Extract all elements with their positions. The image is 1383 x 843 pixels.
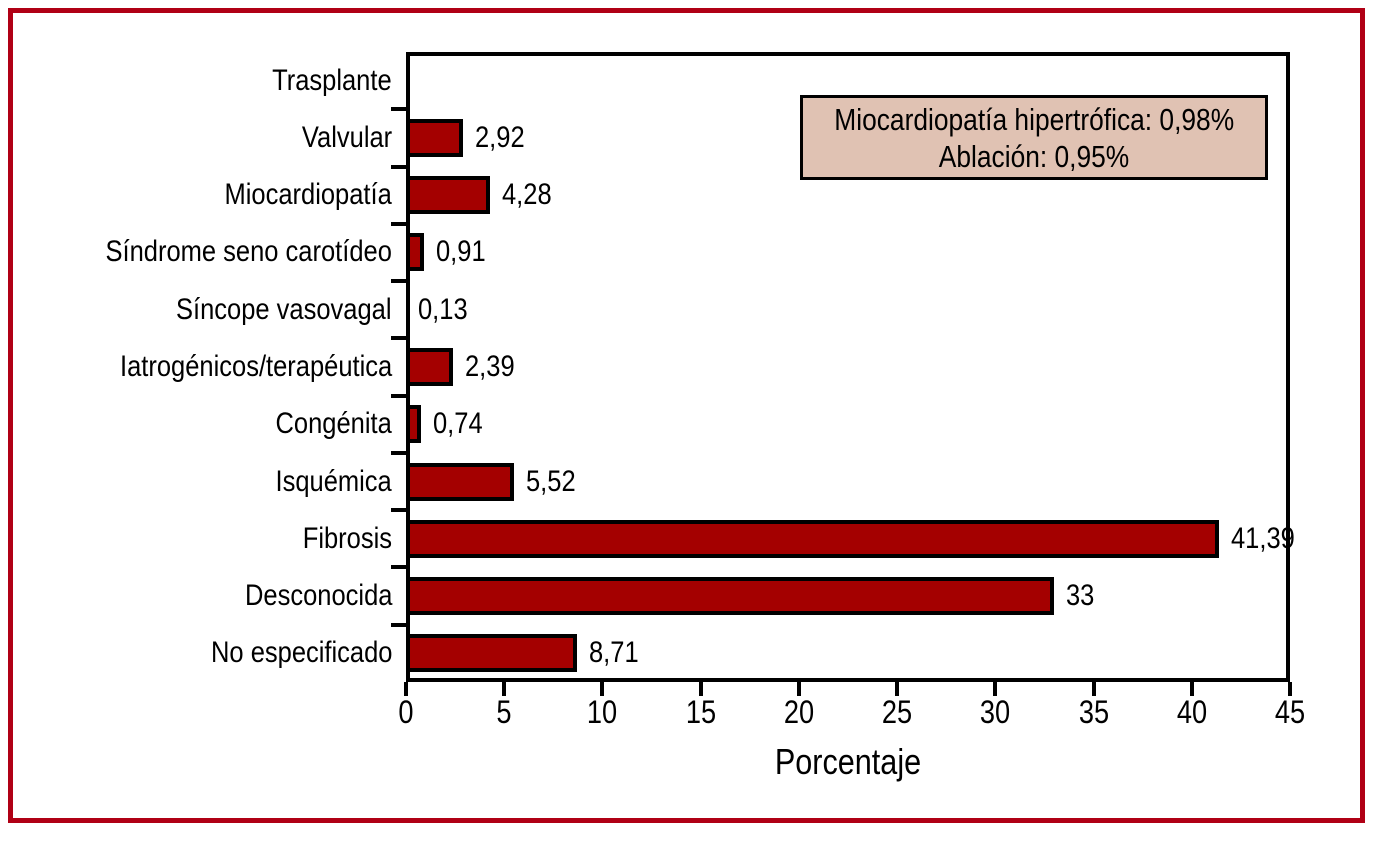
category-label: Valvular xyxy=(0,109,392,166)
bar-value-label: 5,52 xyxy=(526,453,584,510)
y-tick xyxy=(391,393,406,398)
y-tick xyxy=(391,450,406,455)
y-tick xyxy=(391,221,406,226)
bar xyxy=(406,634,577,673)
category-label: Síncope vasovagal xyxy=(0,281,392,338)
x-tick-label: 5 xyxy=(496,694,512,730)
bar-value-label: 0,91 xyxy=(436,224,494,281)
category-label: Síndrome seno carotídeo xyxy=(0,224,392,281)
annotation-line-1: Miocardiopatía hipertrófica: 0,98% xyxy=(834,101,1234,137)
bar xyxy=(406,176,490,215)
category-label: Congénita xyxy=(0,396,392,453)
bar-value-label: 0,13 xyxy=(418,281,476,338)
bar-value-text: 5,52 xyxy=(526,464,577,498)
category-label-text: Trasplante xyxy=(272,63,392,97)
x-axis-line xyxy=(406,678,1290,682)
bar xyxy=(406,233,424,272)
x-tick-label: 45 xyxy=(1274,694,1306,730)
category-label: Miocardiopatía xyxy=(0,167,392,224)
x-tick xyxy=(502,682,507,696)
bar-value-label: 2,39 xyxy=(465,338,523,395)
x-tick xyxy=(993,682,998,696)
category-label: Desconocida xyxy=(0,567,392,624)
x-tick xyxy=(600,682,605,696)
x-tick xyxy=(1091,682,1096,696)
bar-value-text: 2,39 xyxy=(464,349,515,383)
x-tick-label: 30 xyxy=(980,694,1011,730)
x-tick xyxy=(895,682,900,696)
x-tick-label: 15 xyxy=(685,694,716,730)
bar-value-label: 0,74 xyxy=(433,396,491,453)
plot-border-right xyxy=(1286,52,1290,682)
bar-value-label: 4,28 xyxy=(502,167,560,224)
bar xyxy=(406,462,514,501)
bar-value-label: 8,71 xyxy=(589,625,647,682)
category-label-text: Síndrome seno carotídeo xyxy=(105,235,392,269)
bar xyxy=(406,118,463,157)
x-axis-title: Porcentaje xyxy=(775,741,921,783)
category-axis-labels: Trasplante Valvular Miocardiopatía Síndrome… xyxy=(0,52,392,682)
category-label: Trasplante xyxy=(0,52,392,109)
category-label-text: Isquémica xyxy=(275,464,392,498)
bar-value-text: 2,92 xyxy=(475,120,525,154)
y-tick xyxy=(391,336,406,341)
x-tick-label: 10 xyxy=(587,694,618,730)
x-tick xyxy=(1288,682,1292,696)
bar xyxy=(406,348,453,386)
y-tick xyxy=(391,565,406,570)
x-tick xyxy=(796,682,801,696)
x-tick-label: 25 xyxy=(881,694,913,730)
category-label-text: Miocardiopatía xyxy=(224,178,392,212)
x-axis-tick-labels: 0 5 10 15 20 25 30 35 40 45 xyxy=(398,694,1305,734)
x-tick-label: 20 xyxy=(783,694,815,730)
category-label: Fibrosis xyxy=(0,510,392,567)
plot-area: 2,92 4,28 0,91 0,13 2,39 0,74 5,52 41,39 33 8,71 xyxy=(391,52,1295,696)
x-tick xyxy=(1189,682,1194,696)
category-label-text: Desconocida xyxy=(244,579,392,613)
y-tick xyxy=(391,508,406,513)
x-tick xyxy=(698,682,703,696)
bar-value-text: 8,71 xyxy=(589,636,639,670)
bar-value-text: 41,39 xyxy=(1231,521,1295,555)
x-tick xyxy=(404,682,408,696)
x-axis-title-text: Porcentaje xyxy=(774,741,922,782)
y-tick xyxy=(391,622,406,627)
x-tick-label: 35 xyxy=(1078,694,1109,730)
category-label: Isquémica xyxy=(0,453,392,510)
category-label-text: Síncope vasovagal xyxy=(176,292,392,326)
plot-border-top xyxy=(406,52,1290,56)
bar-value-label: 2,92 xyxy=(475,109,533,166)
category-label-text: No especificado xyxy=(210,636,392,670)
category-label-text: Iatrogénicos/terapéutica xyxy=(119,349,392,383)
annotation-line-2: Ablación: 0,95% xyxy=(938,138,1130,174)
bar xyxy=(406,577,1054,616)
x-tick-label: 40 xyxy=(1176,694,1207,730)
bar-value-text: 0,91 xyxy=(435,235,486,269)
x-tick-label: 0 xyxy=(398,694,414,730)
category-label-text: Congénita xyxy=(275,407,392,441)
y-tick xyxy=(391,279,406,284)
y-tick xyxy=(391,107,406,112)
category-label: Iatrogénicos/terapéutica xyxy=(0,338,392,395)
bar-value-text: 0,74 xyxy=(432,407,483,441)
bar-value-label: 33 xyxy=(1066,567,1099,624)
bar-value-text: 0,13 xyxy=(418,292,468,326)
category-label-text: Valvular xyxy=(301,120,392,154)
category-label-text: Fibrosis xyxy=(302,521,392,555)
bar-value-text: 33 xyxy=(1066,579,1095,613)
bar xyxy=(406,519,1219,558)
y-tick xyxy=(391,164,406,169)
bar-value-text: 4,28 xyxy=(502,178,552,212)
annotation-box: Miocardiopatía hipertrófica: 0,98% Ablac… xyxy=(800,95,1268,180)
category-label: No especificado xyxy=(0,625,392,682)
bar xyxy=(406,405,421,444)
bar-value-label: 41,39 xyxy=(1231,510,1306,567)
